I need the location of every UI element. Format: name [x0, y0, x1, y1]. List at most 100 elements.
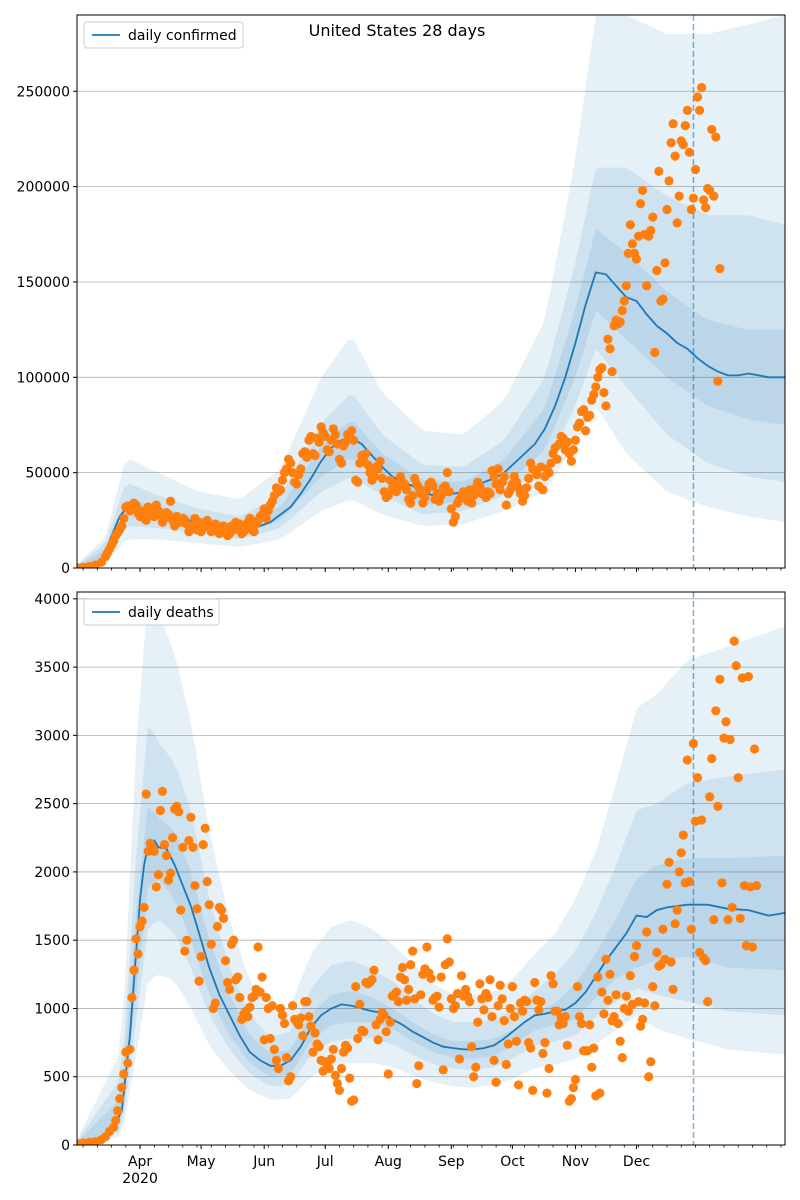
observed-point [751, 880, 762, 891]
observed-point [336, 1063, 347, 1074]
observed-point [650, 347, 660, 358]
observed-point [131, 500, 141, 510]
observed-point [326, 1054, 336, 1064]
observed-point [446, 994, 456, 1004]
observed-point [304, 1012, 314, 1022]
observed-point [666, 138, 676, 148]
observed-point [599, 1009, 609, 1019]
observed-point [544, 468, 554, 478]
observed-point [111, 1115, 121, 1126]
observed-point [696, 815, 707, 825]
observed-point [670, 919, 680, 929]
observed-point [505, 1003, 515, 1014]
observed-point [363, 460, 373, 470]
observed-point [408, 490, 418, 501]
observed-point [220, 956, 231, 966]
observed-point [182, 935, 192, 945]
observed-point [125, 1044, 135, 1055]
observed-point [601, 401, 611, 411]
observed-point [123, 1058, 133, 1068]
observed-point [642, 927, 652, 937]
observed-point [369, 965, 379, 975]
observed-point [699, 195, 709, 205]
observed-point [696, 82, 707, 93]
observed-point [420, 492, 430, 503]
observed-point [711, 706, 721, 716]
observed-point [469, 1072, 479, 1082]
y-tick-label: 4000 [34, 592, 70, 608]
observed-point [249, 527, 259, 537]
observed-point [296, 464, 306, 474]
legend-box [83, 21, 244, 49]
observed-point [568, 445, 579, 455]
observed-point [605, 344, 615, 354]
observed-point [286, 1072, 296, 1082]
observed-point [621, 281, 631, 291]
observed-point [406, 960, 416, 970]
observed-point [314, 437, 324, 447]
observed-point [735, 913, 745, 923]
axes-frame [76, 591, 786, 1146]
y-tick-label: 3000 [34, 728, 70, 744]
observed-point [562, 437, 572, 447]
observed-point [298, 1031, 308, 1041]
observed-point [637, 185, 648, 196]
observed-point [672, 218, 682, 228]
observed-point [212, 921, 222, 932]
observed-point [349, 435, 359, 445]
observed-point [277, 475, 288, 485]
observed-point [438, 1065, 448, 1075]
legend-box [83, 598, 220, 626]
observed-point [548, 979, 558, 989]
observed-point [688, 738, 699, 749]
observed-point [450, 1001, 461, 1011]
observed-point [721, 717, 731, 727]
observed-point [267, 1001, 277, 1011]
observed-point [715, 264, 725, 274]
observed-point [428, 481, 438, 491]
observed-point [694, 105, 705, 115]
observed-point [682, 755, 692, 765]
band-inner [77, 228, 785, 568]
observed-point [648, 212, 658, 222]
observed-point [522, 483, 532, 493]
y-tick-label: 250000 [17, 84, 70, 100]
observed-point [334, 1085, 345, 1095]
observed-point [261, 992, 271, 1003]
observed-point [589, 389, 599, 400]
observed-point [485, 975, 495, 985]
observed-point [692, 773, 703, 783]
observed-point [743, 672, 753, 682]
observed-point [652, 947, 662, 958]
observed-point [749, 744, 760, 754]
deaths-panel: 0 500 1000 1500 2000 2500 3000 3500 4000 Apr May Ju… [34, 591, 786, 1187]
chart-title: United States 28 days [309, 21, 486, 40]
observed-point [485, 489, 495, 499]
observed-point [538, 1048, 548, 1059]
y-tick-label: 0 [61, 561, 70, 577]
observed-point [713, 801, 723, 811]
observed-point [176, 905, 186, 915]
observed-point [709, 915, 719, 925]
observed-point [707, 753, 717, 764]
observed-point [391, 987, 402, 997]
y-tick-label: 3500 [34, 660, 70, 676]
observed-point [546, 971, 556, 981]
observed-point [117, 1083, 127, 1093]
observed-point [281, 1053, 292, 1063]
band-inner [77, 807, 785, 1145]
observed-point [345, 1073, 355, 1083]
observed-point [717, 878, 727, 888]
observed-point [273, 1063, 284, 1074]
observed-point [566, 1093, 576, 1104]
observed-point [635, 199, 646, 209]
observed-point [155, 805, 166, 816]
observed-point [406, 498, 416, 508]
observed-point [412, 1078, 422, 1089]
observed-point [642, 281, 652, 291]
observed-point [479, 1005, 489, 1015]
observed-point [615, 317, 625, 327]
observed-point [397, 962, 408, 973]
observed-point [658, 924, 668, 934]
